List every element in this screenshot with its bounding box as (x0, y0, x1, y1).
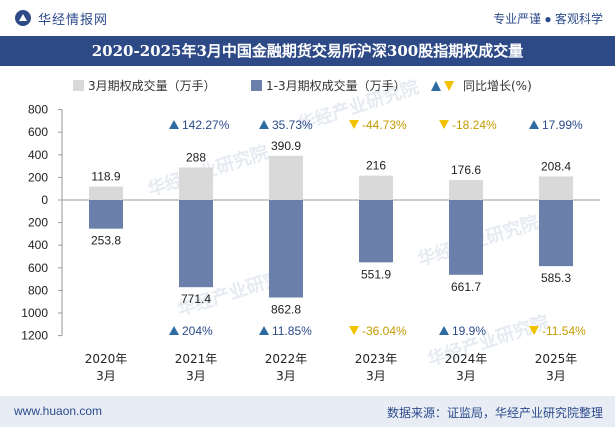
website-link[interactable]: www.huaon.com (14, 404, 103, 418)
bar-cumulative (359, 200, 393, 263)
growth-march-up-triangle-icon (259, 120, 269, 129)
growth-march-down-triangle-icon (439, 120, 449, 129)
legend-label-cumulative: 1-3月期权成交量（万手） (266, 78, 406, 93)
growth-cumulative-down-triangle-icon (529, 326, 539, 335)
growth-march-label: -44.73% (362, 118, 407, 132)
x-tick-label-month: 3月 (276, 369, 296, 383)
growth-march-label: 17.99% (542, 118, 583, 132)
x-tick-label-month: 3月 (456, 369, 476, 383)
growth-cumulative-label: 11.85% (272, 324, 312, 338)
data-label-march: 176.6 (451, 163, 481, 177)
data-label-march: 390.9 (271, 139, 301, 153)
y-tick-label: 800 (28, 283, 48, 297)
data-label-cumulative: 661.7 (451, 280, 481, 294)
x-tick-label-year: 2020年 (85, 352, 128, 366)
bar-march (269, 155, 303, 200)
data-source: 数据来源：证监局，华经产业研究院整理 (386, 406, 603, 420)
legend-label-growth: 同比增长(%) (463, 79, 532, 93)
growth-march-down-triangle-icon (349, 120, 359, 129)
title-bar: 2020-2025年3月中国金融期货交易所沪深300股指期权成交量 (0, 36, 615, 66)
bar-cumulative (179, 200, 213, 288)
chart: 800600400200020040060080010001200华经产业研究院… (21, 76, 600, 383)
x-tick-label-month: 3月 (186, 369, 206, 383)
x-tick-label-year: 2024年 (445, 352, 488, 366)
data-label-cumulative: 862.8 (271, 302, 301, 316)
growth-march-label: -18.24% (452, 118, 497, 132)
growth-cumulative-up-triangle-icon (169, 326, 179, 335)
growth-march-up-triangle-icon (169, 120, 179, 129)
x-tick-label-year: 2021年 (175, 352, 218, 366)
x-tick-label-month: 3月 (366, 369, 386, 383)
bar-cumulative (269, 200, 303, 298)
y-tick-label: 400 (28, 238, 48, 252)
bar-march (89, 186, 123, 200)
y-tick-label: 600 (28, 261, 48, 275)
data-label-march: 208.4 (541, 159, 571, 173)
data-label-cumulative: 551.9 (361, 267, 391, 281)
growth-cumulative-label: -36.04% (362, 324, 407, 338)
growth-cumulative-label: -11.54% (542, 324, 586, 338)
legend-up-triangle-icon (431, 81, 441, 91)
y-tick-label: 200 (28, 216, 48, 230)
data-label-cumulative: 771.4 (181, 292, 211, 306)
growth-cumulative-label: 204% (182, 324, 213, 338)
growth-march-up-triangle-icon (529, 120, 539, 129)
y-tick-label: 200 (28, 170, 48, 184)
y-tick-label: 1000 (21, 306, 48, 320)
bar-march (359, 175, 393, 200)
growth-cumulative-up-triangle-icon (439, 326, 449, 335)
data-label-cumulative: 253.8 (91, 234, 121, 248)
footer: www.huaon.com 数据来源：证监局，华经产业研究院整理 (0, 396, 615, 427)
y-tick-label: 800 (28, 103, 48, 117)
brand-logo-icon (15, 10, 31, 26)
y-tick-label: 0 (41, 193, 48, 207)
data-label-march: 216 (366, 159, 386, 173)
bar-march (449, 180, 483, 200)
chart-title: 2020-2025年3月中国金融期货交易所沪深300股指期权成交量 (91, 42, 524, 60)
bar-cumulative (449, 200, 483, 275)
x-tick-label-year: 2022年 (265, 352, 308, 366)
growth-march-label: 35.73% (272, 118, 313, 132)
data-label-cumulative: 585.3 (541, 271, 571, 285)
x-tick-label-year: 2023年 (355, 352, 398, 366)
y-tick-label: 1200 (21, 329, 48, 343)
x-tick-label-month: 3月 (546, 369, 566, 383)
growth-cumulative-label: 19.9% (452, 324, 486, 338)
legend-swatch-march (73, 80, 84, 91)
legend-label-march: 3月期权成交量（万手） (88, 78, 216, 93)
x-tick-label-month: 3月 (96, 369, 116, 383)
brand-name: 华经情报网 (38, 12, 109, 27)
data-label-march: 118.9 (91, 170, 120, 184)
growth-cumulative-down-triangle-icon (349, 326, 359, 335)
data-label-march: 288 (186, 150, 206, 164)
growth-cumulative-up-triangle-icon (259, 326, 269, 335)
slogan: 专业严谨 ● 客观科学 (493, 12, 603, 26)
y-tick-label: 400 (28, 148, 48, 162)
top-bar: 华经情报网 专业严谨 ● 客观科学 (0, 0, 615, 36)
y-tick-label: 600 (28, 125, 48, 139)
bar-cumulative (539, 200, 573, 267)
bar-cumulative (89, 200, 123, 229)
x-tick-label-year: 2025年 (535, 352, 578, 366)
growth-march-label: 142.27% (182, 118, 230, 132)
bar-march (539, 176, 573, 200)
legend-swatch-cumulative (251, 80, 262, 91)
legend-down-triangle-icon (444, 81, 454, 91)
bar-march (179, 167, 213, 200)
